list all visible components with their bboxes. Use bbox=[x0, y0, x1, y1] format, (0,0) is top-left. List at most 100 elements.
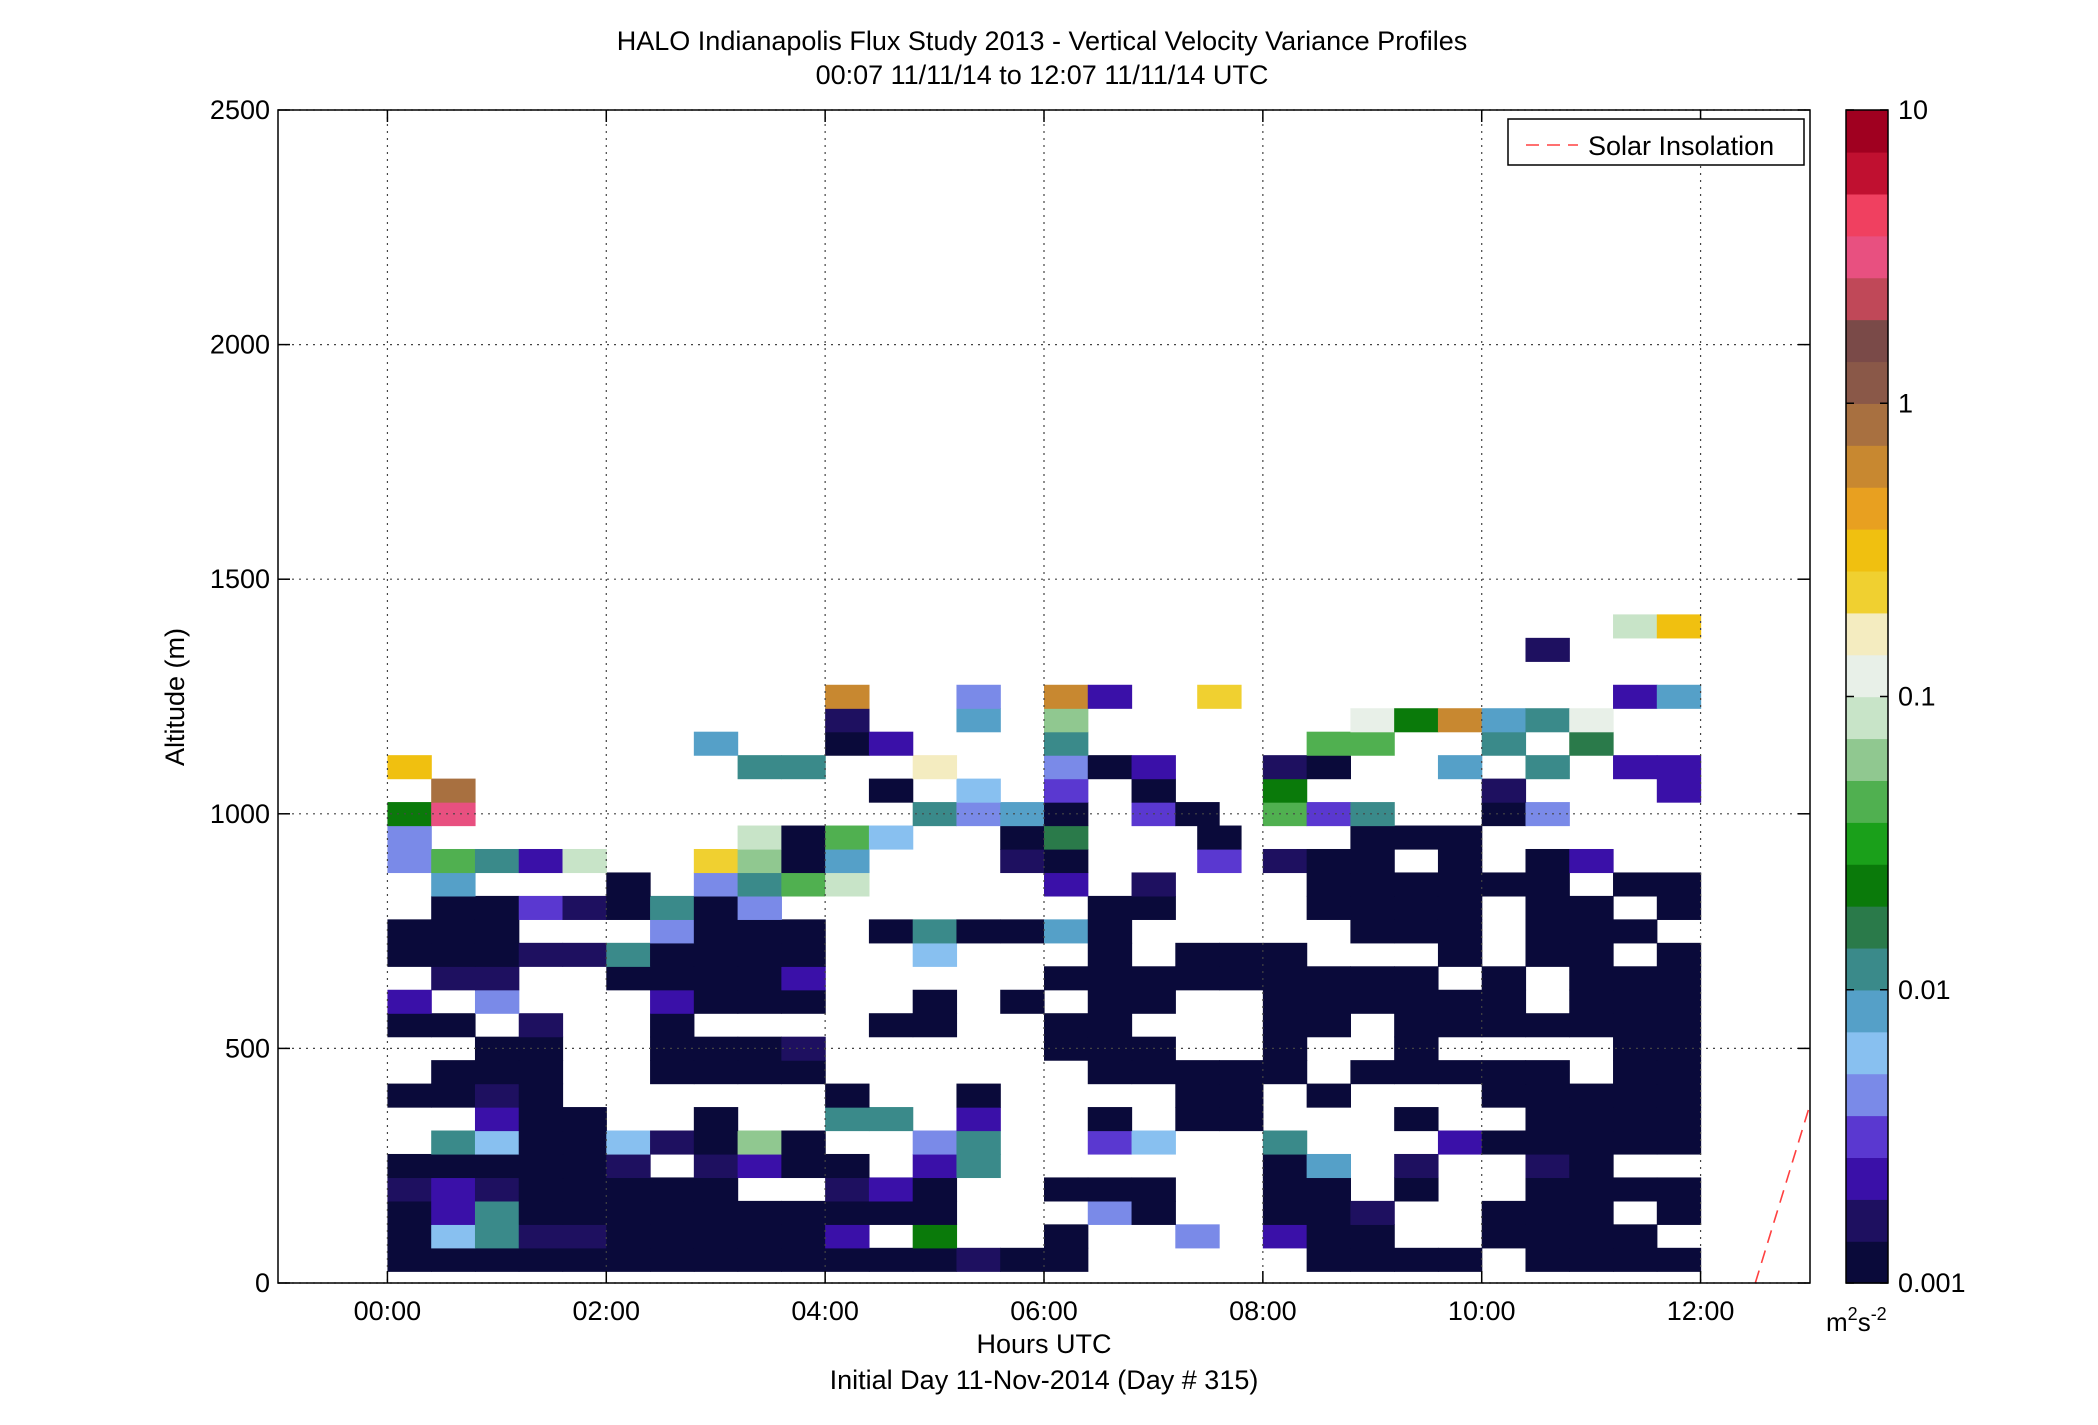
heatmap-cell bbox=[1394, 872, 1439, 897]
heatmap-cell bbox=[1656, 614, 1702, 639]
heatmap-cell bbox=[1394, 1177, 1439, 1202]
heatmap-cell bbox=[1481, 1130, 1527, 1155]
solar-insolation-line bbox=[1754, 1104, 1811, 1284]
colorbar-band bbox=[1846, 193, 1888, 237]
heatmap-cell bbox=[1044, 1013, 1089, 1038]
heatmap-cell bbox=[1656, 1083, 1702, 1108]
heatmap-cell bbox=[1131, 755, 1176, 780]
heatmap-cell bbox=[474, 966, 520, 991]
colorbar-band bbox=[1846, 780, 1888, 823]
heatmap-cell bbox=[1394, 966, 1439, 991]
heatmap-cell bbox=[693, 1060, 739, 1085]
heatmap-cell bbox=[825, 872, 870, 897]
heatmap-cell bbox=[387, 1177, 432, 1202]
heatmap-cell bbox=[1262, 1177, 1308, 1202]
heatmap-cell bbox=[518, 1177, 564, 1202]
heatmap-cell bbox=[1306, 848, 1351, 874]
heatmap-cell bbox=[518, 895, 564, 920]
colorbar: 0.001 0.01 0.1 1 10 m2s-2 bbox=[1826, 95, 1966, 1337]
heatmap-cell bbox=[650, 895, 695, 920]
heatmap-cell bbox=[606, 966, 651, 991]
heatmap-cell bbox=[868, 919, 914, 944]
heatmap-cell bbox=[956, 919, 1001, 944]
plot-area: 00:00 02:00 04:00 06:00 08:00 10:00 12:00 0 500… bbox=[210, 95, 1811, 1326]
legend-box bbox=[1507, 118, 1805, 166]
heatmap-cell bbox=[1525, 1130, 1570, 1155]
heatmap-cell bbox=[693, 731, 739, 756]
heatmap-cell bbox=[431, 1083, 476, 1108]
heatmap-cell bbox=[1525, 919, 1570, 944]
heatmap-cell bbox=[1613, 872, 1658, 897]
heatmap-cell bbox=[1306, 1247, 1351, 1272]
heatmap-cell bbox=[1087, 989, 1133, 1014]
heatmap-cell bbox=[562, 1247, 607, 1272]
heatmap-cell bbox=[431, 966, 476, 991]
heatmap-cell bbox=[1131, 895, 1176, 920]
heatmap-cell bbox=[693, 1107, 739, 1132]
colorbar-tick-label: 1 bbox=[1898, 388, 1913, 418]
heatmap-cell bbox=[606, 872, 651, 897]
colorbar-units-base: m bbox=[1826, 1307, 1848, 1337]
heatmap-cell bbox=[781, 872, 826, 897]
heatmap-cell bbox=[1481, 1083, 1527, 1108]
heatmap-cell bbox=[825, 1224, 870, 1249]
heatmap-cell bbox=[868, 1177, 914, 1202]
heatmap-cell bbox=[518, 848, 564, 874]
heatmap-cell bbox=[781, 848, 826, 874]
colorbar-band bbox=[1846, 1031, 1888, 1075]
heatmap-cell bbox=[1656, 1107, 1702, 1132]
colorbar-band bbox=[1846, 1115, 1888, 1159]
heatmap-cell bbox=[1306, 755, 1351, 780]
heatmap-cell bbox=[1175, 966, 1220, 991]
heatmap-cell bbox=[737, 1036, 782, 1061]
heatmap-cell bbox=[956, 1153, 1001, 1179]
heatmap-cell bbox=[1087, 755, 1133, 780]
heatmap-cell bbox=[1131, 872, 1176, 897]
heatmap-cell bbox=[1175, 1107, 1220, 1132]
heatmap-cell bbox=[1569, 1200, 1614, 1225]
heatmap-cell bbox=[1525, 895, 1570, 920]
heatmap-cell bbox=[1394, 989, 1439, 1014]
heatmap-cell bbox=[956, 1083, 1001, 1108]
heatmap-cell bbox=[1481, 1013, 1527, 1038]
heatmap-cell bbox=[1613, 1247, 1658, 1272]
heatmap-cell bbox=[518, 1247, 564, 1272]
heatmap-cell bbox=[1131, 778, 1176, 803]
heatmap-cell bbox=[1656, 895, 1702, 920]
colorbar-units-mid: s bbox=[1858, 1307, 1871, 1337]
heatmap-cell bbox=[737, 848, 782, 874]
heatmap-cell bbox=[387, 1153, 432, 1179]
heatmap-cell bbox=[1306, 1200, 1351, 1225]
colorbar-band bbox=[1846, 277, 1888, 321]
heatmap-cell bbox=[1131, 966, 1176, 991]
heatmap-cell bbox=[1394, 1153, 1439, 1179]
heatmap-cell bbox=[1481, 1060, 1527, 1085]
heatmap-cell bbox=[1219, 1060, 1264, 1085]
heatmap-cell bbox=[1656, 1247, 1702, 1272]
heatmap-cell bbox=[1437, 1013, 1483, 1038]
heatmap-cell bbox=[387, 802, 432, 827]
heatmap-cell bbox=[1525, 1177, 1570, 1202]
heatmap-cell bbox=[1262, 1153, 1308, 1179]
heatmap-cell bbox=[1656, 778, 1702, 803]
heatmap-cell bbox=[1437, 942, 1483, 967]
heatmap-cell bbox=[431, 1153, 476, 1179]
colorbar-ticks: 0.001 0.01 0.1 1 10 bbox=[1846, 95, 1966, 1298]
heatmap-cell bbox=[693, 1247, 739, 1272]
heatmap-cell bbox=[1350, 731, 1395, 756]
x-tick-label: 10:00 bbox=[1448, 1296, 1516, 1326]
heatmap-cell bbox=[1394, 708, 1439, 733]
heatmap-cell bbox=[474, 1224, 520, 1249]
colorbar-band bbox=[1846, 612, 1888, 656]
colorbar-band bbox=[1846, 403, 1888, 446]
heatmap-cell bbox=[1569, 1013, 1614, 1038]
heatmap-cell bbox=[1262, 778, 1308, 803]
heatmap-cell bbox=[1350, 872, 1395, 897]
heatmap-cell bbox=[1044, 1224, 1089, 1249]
heatmap-cell bbox=[912, 802, 958, 827]
heatmap-cell bbox=[1044, 825, 1089, 850]
heatmap-cell bbox=[1569, 1247, 1614, 1272]
heatmap-cell bbox=[1656, 966, 1702, 991]
heatmap-cell bbox=[431, 848, 476, 874]
heatmap-cell bbox=[1350, 825, 1395, 850]
